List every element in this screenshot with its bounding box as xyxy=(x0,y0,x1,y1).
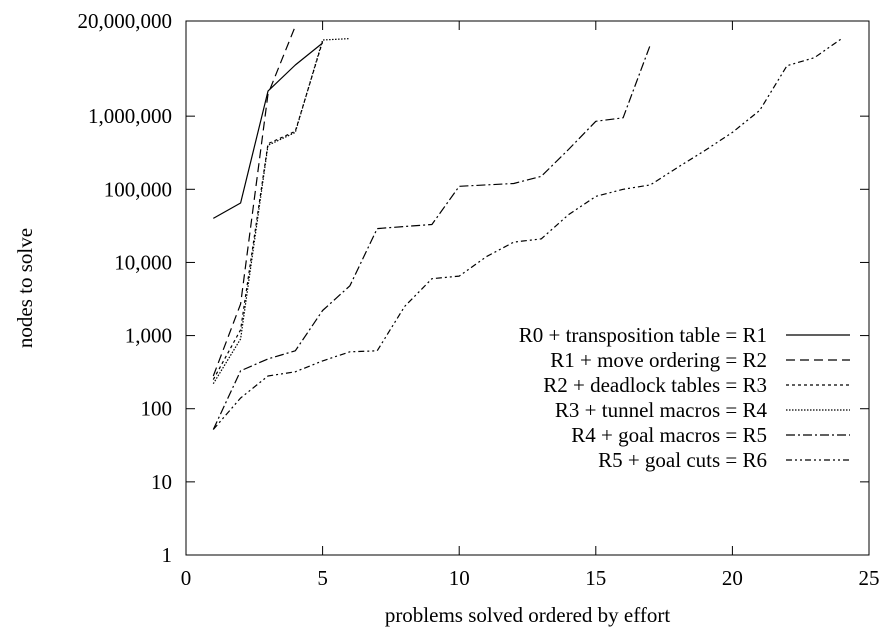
legend-label-1: R0 + transposition table = R1 xyxy=(519,323,767,347)
legend-label-3: R2 + deadlock tables = R3 xyxy=(543,373,767,397)
series-group xyxy=(212,25,843,430)
x-tick-label: 5 xyxy=(317,566,328,590)
y-tick-label: 100,000 xyxy=(104,177,172,201)
y-tick-label: 10,000 xyxy=(114,250,172,274)
x-tick-label: 20 xyxy=(722,566,743,590)
y-tick-label: 1 xyxy=(162,543,173,567)
x-tick-label: 0 xyxy=(181,566,192,590)
series-line-4 xyxy=(212,38,350,385)
y-tick-label: 100 xyxy=(141,397,173,421)
legend-label-6: R5 + goal cuts = R6 xyxy=(598,448,767,472)
series-line-6 xyxy=(212,38,843,430)
legend-label-2: R1 + move ordering = R2 xyxy=(550,348,767,372)
series-line-1 xyxy=(213,42,323,219)
legend-label-5: R4 + goal macros = R5 xyxy=(571,423,767,447)
series-line-3 xyxy=(212,41,324,380)
x-tick-label: 15 xyxy=(585,566,606,590)
series-line-2 xyxy=(212,25,296,377)
x-tick-label: 10 xyxy=(449,566,470,590)
series-line-5 xyxy=(212,44,651,430)
y-tick-label: 1,000 xyxy=(125,324,172,348)
axis-ticks-group: 1101001,00010,000100,0001,000,00020,000,… xyxy=(78,9,880,590)
x-axis-title: problems solved ordered by effort xyxy=(385,603,671,627)
y-tick-label: 20,000,000 xyxy=(78,9,173,33)
plot-frame-group xyxy=(185,20,870,556)
legend-label-4: R3 + tunnel macros = R4 xyxy=(555,398,768,422)
x-tick-label: 25 xyxy=(859,566,880,590)
y-tick-label: 10 xyxy=(151,470,172,494)
y-axis-title: nodes to solve xyxy=(13,228,37,348)
plot-frame xyxy=(185,20,870,556)
y-tick-label: 1,000,000 xyxy=(88,104,172,128)
